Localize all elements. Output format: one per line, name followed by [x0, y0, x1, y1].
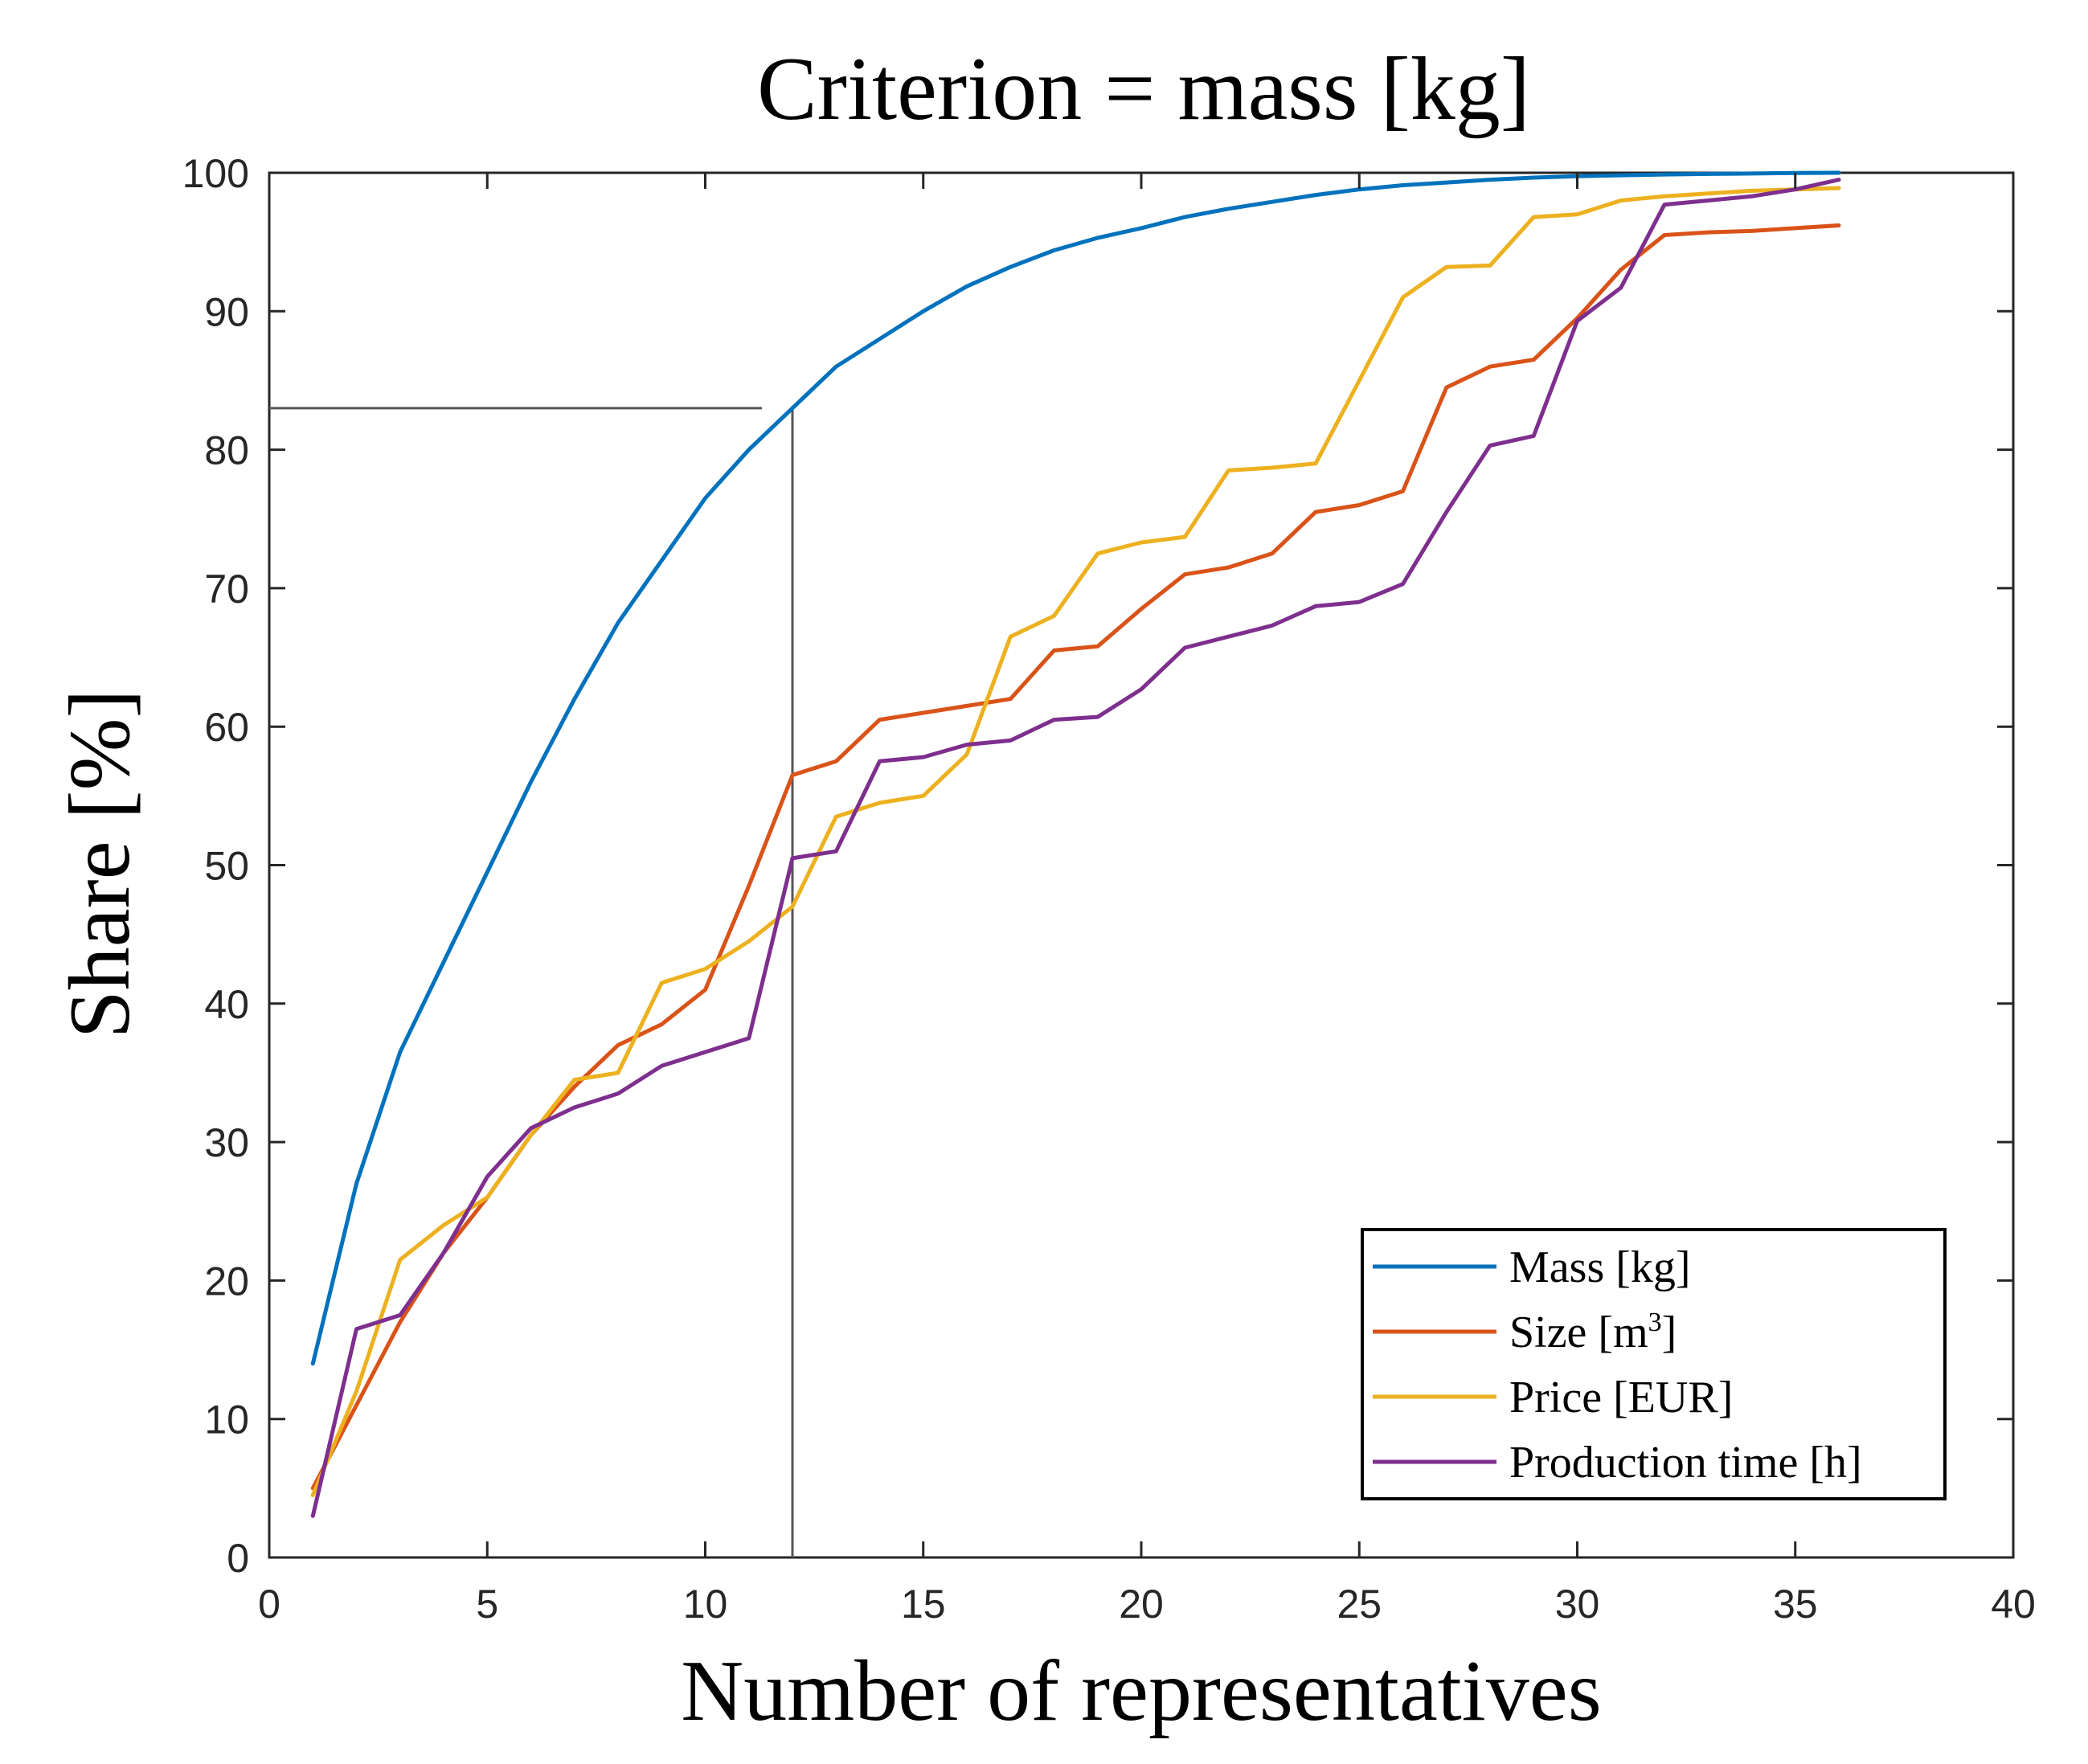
y-tick-label: 0	[227, 1536, 249, 1581]
y-tick-label: 10	[204, 1398, 249, 1443]
y-tick-label: 80	[204, 428, 249, 473]
chart-title: Criterion = mass [kg]	[757, 39, 1530, 139]
x-axis-ticks: 0 5 10 15 20 25 30 35 40	[258, 173, 2036, 1627]
series-line-production-time-h	[310, 178, 1841, 1518]
y-tick-label: 20	[204, 1259, 249, 1304]
legend-label-production-time-h: Production time [h]	[1509, 1438, 1862, 1488]
x-tick-label: 25	[1337, 1582, 1382, 1627]
legend-box	[1361, 1228, 1947, 1500]
y-tick-label: 30	[204, 1120, 249, 1165]
series-lines	[310, 170, 1841, 1518]
x-tick-label: 5	[476, 1582, 498, 1627]
legend-label-size-m3: Size [m3]	[1509, 1308, 1677, 1357]
reference-lines	[269, 406, 794, 1557]
x-tick-label: 35	[1773, 1582, 1818, 1627]
x-tick-label: 40	[1991, 1582, 2036, 1627]
plot-area: 0 5 10 15 20 25 30 35 40 0 10 20 30 40 50 60 70 80 90 100	[182, 151, 2036, 1627]
y-tick-label: 100	[182, 151, 249, 196]
x-axis-title: Number of representatives	[681, 1643, 1602, 1739]
x-tick-label: 30	[1555, 1582, 1600, 1627]
legend: Mass [kg] Size [m3] Price [EUR] Production …	[1361, 1228, 1947, 1500]
legend-items: Mass [kg] Size [m3] Price [EUR] Production …	[1373, 1242, 1862, 1488]
legend-label-mass-kg: Mass [kg]	[1509, 1242, 1691, 1292]
x-tick-label: 15	[901, 1582, 946, 1627]
series-line-mass-kg	[310, 170, 1841, 1366]
y-axis-title: Share [%]	[52, 690, 148, 1039]
series-line-price-eur	[310, 186, 1841, 1497]
y-tick-label: 90	[204, 289, 249, 334]
y-tick-label: 50	[204, 844, 249, 889]
y-tick-label: 60	[204, 705, 249, 750]
y-axis-ticks: 0 10 20 30 40 50 60 70 80 90 100	[182, 151, 2013, 1581]
x-tick-label: 20	[1119, 1582, 1164, 1627]
legend-label-price-eur: Price [EUR]	[1509, 1373, 1733, 1422]
x-tick-label: 10	[683, 1582, 728, 1627]
x-tick-label: 0	[258, 1582, 280, 1627]
y-tick-label: 70	[204, 567, 249, 612]
y-tick-label: 40	[204, 982, 249, 1027]
series-line-size-m3	[310, 223, 1841, 1491]
